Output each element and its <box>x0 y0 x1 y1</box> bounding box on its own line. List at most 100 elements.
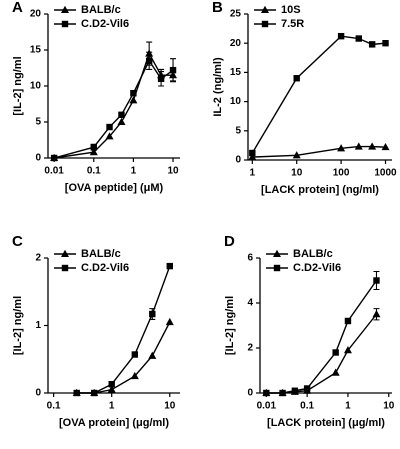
panel-label: D <box>224 233 235 250</box>
marker-square <box>130 90 137 97</box>
y-tick-label: 2 <box>247 343 253 354</box>
marker-square <box>337 32 345 40</box>
legend-marker <box>261 5 269 13</box>
marker-triangle <box>107 385 116 393</box>
legend-marker <box>61 5 69 13</box>
y-tick-label: 20 <box>30 9 42 20</box>
marker-triangle <box>129 96 138 104</box>
marker-square <box>293 75 300 82</box>
x-tick-label: 0.01 <box>257 401 277 412</box>
y-tick-label: 6 <box>247 253 253 264</box>
marker-triangle <box>331 368 340 376</box>
marker-square <box>157 75 165 82</box>
y-tick-label: 5 <box>235 125 241 136</box>
marker-square <box>91 389 98 397</box>
x-tick-label: 1000 <box>374 168 397 179</box>
x-axis-label: [LACK protein] (μg/ml) <box>267 417 385 429</box>
x-tick-label: 1 <box>250 168 256 179</box>
marker-triangle <box>165 317 174 326</box>
marker-triangle <box>130 371 139 380</box>
legend-marker <box>61 264 69 272</box>
x-tick-label: 0.1 <box>300 401 314 412</box>
legend-marker <box>273 249 281 257</box>
marker-square <box>382 40 389 47</box>
x-tick-label: 10 <box>383 401 395 412</box>
marker-square <box>90 144 97 151</box>
x-tick-label: 1 <box>345 401 351 412</box>
marker-square <box>344 317 352 325</box>
y-axis-label: [IL-2] ng/ml <box>12 56 24 115</box>
marker-square <box>50 154 58 162</box>
legend-label: BALB/c <box>81 248 121 260</box>
marker-square <box>355 35 362 42</box>
marker-square <box>368 41 376 48</box>
marker-square <box>373 277 380 284</box>
legend-label: BALB/c <box>81 4 121 16</box>
x-tick-label: 10 <box>291 168 303 179</box>
y-tick-label: 20 <box>230 38 242 49</box>
y-tick-label: 5 <box>35 117 41 128</box>
marker-square <box>149 310 156 318</box>
y-axis-label: [IL-2] ng/ml <box>224 296 236 355</box>
y-tick-label: 25 <box>230 9 242 20</box>
marker-triangle <box>105 132 114 140</box>
marker-square <box>332 349 339 356</box>
legend-marker <box>261 20 269 28</box>
y-axis-label: [IL-2] ng/ml <box>12 296 24 355</box>
x-tick-label: 0.01 <box>44 166 64 177</box>
marker-square <box>166 262 173 270</box>
x-axis-label: [OVA protein] (μg/ml) <box>59 417 169 429</box>
y-tick-label: 0 <box>35 153 41 164</box>
y-tick-label: 0 <box>235 155 241 166</box>
x-tick-label: 0.1 <box>87 166 101 177</box>
legend-label: C.D2-Vil6 <box>81 262 129 274</box>
marker-square <box>249 149 256 157</box>
y-tick-label: 0 <box>247 388 253 399</box>
series-line <box>76 321 171 394</box>
legend-label: 7.5R <box>281 18 304 30</box>
series-line <box>53 59 174 159</box>
marker-triangle <box>343 346 352 354</box>
y-tick-label: 10 <box>30 81 42 92</box>
marker-triangle <box>337 144 346 152</box>
series-line <box>76 265 171 394</box>
marker-square <box>108 381 115 388</box>
x-tick-label: 100 <box>333 168 350 179</box>
legend-marker <box>61 249 69 257</box>
x-axis-label: [OVA peptide] (μM) <box>65 182 164 194</box>
marker-triangle <box>368 142 377 150</box>
x-tick-label: 1 <box>131 166 137 177</box>
panel-label: C <box>12 233 23 250</box>
marker-triangle <box>148 351 157 359</box>
legend-marker <box>61 20 69 28</box>
series-line <box>266 313 378 394</box>
series-line <box>251 35 386 154</box>
marker-square <box>169 66 177 74</box>
marker-triangle <box>292 151 301 159</box>
legend-label: 10S <box>281 4 301 16</box>
marker-square <box>263 389 270 397</box>
marker-square <box>279 389 286 397</box>
x-tick-label: 0.1 <box>47 401 61 412</box>
y-tick-label: 15 <box>230 67 242 78</box>
y-tick-label: 4 <box>247 298 253 309</box>
marker-square <box>303 385 311 392</box>
legend-label: BALB/c <box>293 248 333 260</box>
y-tick-label: 0 <box>35 388 41 399</box>
marker-triangle <box>117 117 126 125</box>
marker-square <box>73 389 80 397</box>
x-tick-label: 10 <box>167 166 179 177</box>
marker-square <box>106 123 113 131</box>
y-tick-label: 10 <box>230 96 242 107</box>
legend-label: C.D2-Vil6 <box>293 262 341 274</box>
series-line <box>266 280 378 394</box>
x-tick-label: 1 <box>109 401 115 412</box>
panel-label: A <box>12 0 23 16</box>
marker-square <box>291 387 299 394</box>
y-tick-label: 1 <box>35 320 41 331</box>
y-axis-label: IL-2 (ng/ml) <box>212 57 224 117</box>
marker-triangle <box>89 148 98 156</box>
x-tick-label: 10 <box>164 401 176 412</box>
series-line <box>252 145 386 158</box>
